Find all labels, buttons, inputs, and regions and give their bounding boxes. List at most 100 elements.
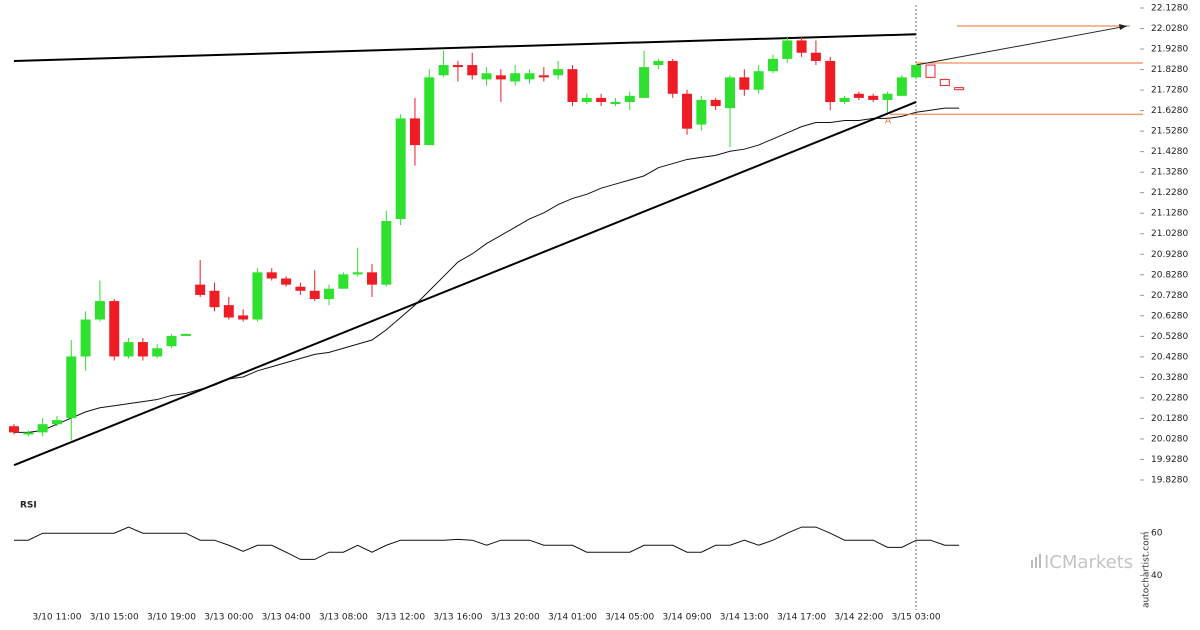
trendline — [13, 101, 917, 467]
candle-body — [911, 65, 922, 78]
y-tick-label: 20.7280 — [1151, 291, 1188, 301]
candle-body — [94, 301, 105, 320]
moving-average-line — [14, 107, 960, 433]
candle-body — [223, 305, 234, 318]
rsi-tick-label: 40 — [1151, 571, 1163, 581]
projected-candle — [939, 78, 950, 87]
candle-body — [710, 99, 721, 107]
candle-body — [180, 333, 191, 336]
candle-body — [538, 75, 549, 78]
candle-body — [23, 432, 34, 435]
candle-body — [567, 69, 578, 102]
candle-body — [825, 60, 836, 102]
y-tick-label: 21.3280 — [1151, 168, 1188, 178]
y-tick-label: 22.0280 — [1151, 24, 1188, 34]
candle-body — [739, 77, 750, 90]
candle-body — [195, 284, 206, 295]
candle-body — [725, 77, 735, 109]
candle-body — [767, 58, 778, 72]
candle-body — [853, 93, 864, 98]
candle-body — [782, 40, 793, 59]
rsi-label: RSI — [20, 501, 37, 511]
candle-body — [66, 356, 77, 419]
candle-body — [896, 77, 907, 96]
candle-body — [581, 97, 592, 102]
x-tick-label: 3/10 19:00 — [147, 613, 196, 623]
source-watermark: autochartist.com — [1142, 532, 1152, 608]
candle-body — [481, 73, 492, 80]
y-tick-label: 20.4280 — [1151, 352, 1188, 362]
y-tick-label: 21.1280 — [1151, 209, 1188, 219]
y-tick-label: 20.1280 — [1151, 414, 1188, 424]
candle-body — [524, 73, 535, 80]
candle-body — [452, 65, 463, 68]
x-tick-label: 3/14 22:00 — [834, 613, 883, 623]
x-tick-label: 3/13 16:00 — [433, 613, 482, 623]
candle-body — [667, 60, 678, 94]
candle-body — [37, 424, 48, 433]
x-tick-label: 3/14 09:00 — [663, 613, 712, 623]
y-tick-label: 21.6280 — [1151, 106, 1188, 116]
y-tick-label: 20.8280 — [1151, 270, 1188, 280]
candle-body — [9, 426, 19, 433]
candle-body — [868, 95, 879, 100]
projected-candle — [925, 64, 936, 78]
y-tick-label: 21.8280 — [1151, 65, 1188, 75]
y-tick-label: 21.0280 — [1151, 229, 1188, 239]
y-tick-label: 20.9280 — [1151, 250, 1188, 260]
candle-body — [295, 286, 306, 291]
candle-body — [653, 60, 664, 66]
x-tick-label: 3/15 03:00 — [892, 613, 941, 623]
y-tick-label: 19.8280 — [1151, 476, 1188, 486]
candle-body — [839, 97, 850, 102]
candle-body — [395, 118, 406, 219]
y-tick-label: 21.9280 — [1151, 45, 1188, 55]
candle-body — [682, 93, 693, 129]
candle-body — [810, 52, 821, 61]
candle-body — [438, 65, 449, 76]
candle-body — [367, 272, 377, 285]
candle-body — [109, 301, 120, 357]
candle-body — [467, 65, 478, 76]
y-tick-label: 21.2280 — [1151, 188, 1188, 198]
candle-body — [324, 288, 335, 299]
candle-body — [152, 348, 163, 357]
x-tick-label: 3/13 12:00 — [376, 613, 425, 623]
y-tick-label: 19.9280 — [1151, 455, 1188, 465]
candle-body — [51, 420, 62, 425]
x-tick-label: 3/13 08:00 — [319, 613, 368, 623]
y-tick-label: 20.5280 — [1151, 332, 1188, 342]
y-tick-label: 20.2280 — [1151, 393, 1188, 403]
y-tick-label: 20.0280 — [1151, 434, 1188, 444]
projected-candle — [954, 87, 965, 91]
candle-body — [209, 290, 220, 308]
x-tick-label: 3/14 17:00 — [777, 613, 826, 623]
candle-body — [238, 315, 249, 320]
candle-body — [166, 335, 177, 347]
candle-body — [424, 77, 435, 146]
candle-body — [309, 290, 320, 299]
candle-body — [80, 319, 91, 357]
candle-body — [639, 67, 650, 98]
candle-body — [495, 75, 506, 80]
candle-body — [137, 342, 148, 357]
forecast-arrow-head — [1119, 24, 1127, 31]
candle-body — [796, 40, 807, 53]
x-tick-label: 3/10 15:00 — [90, 613, 139, 623]
candle-body — [381, 221, 392, 285]
candle-body — [338, 274, 349, 289]
annotation: A — [885, 117, 892, 127]
x-tick-label: 3/14 05:00 — [605, 613, 654, 623]
x-tick-label: 3/13 04:00 — [262, 613, 311, 623]
candle-body — [510, 73, 521, 82]
y-tick-label: 21.7280 — [1151, 86, 1188, 96]
candle-body — [596, 97, 607, 102]
candle-body — [252, 272, 263, 320]
candle-body — [882, 93, 893, 100]
x-tick-label: 3/10 11:00 — [32, 613, 81, 623]
y-tick-label: 20.6280 — [1151, 311, 1188, 321]
trendline — [13, 33, 917, 62]
x-tick-label: 3/13 00:00 — [204, 613, 253, 623]
